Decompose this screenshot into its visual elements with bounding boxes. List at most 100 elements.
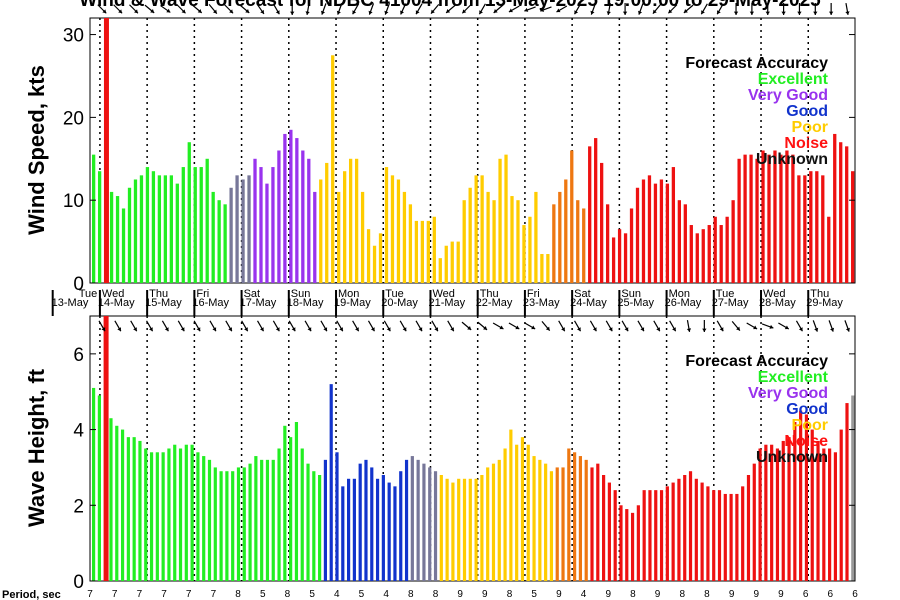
day-of-week-label: Tue — [716, 288, 735, 300]
direction-arrow-icon — [160, 5, 171, 13]
direction-arrow-icon — [795, 320, 803, 332]
data-bar — [497, 459, 501, 581]
direction-arrow-icon — [321, 3, 327, 15]
data-bar — [503, 448, 507, 581]
data-bar — [420, 220, 424, 283]
data-bar — [335, 452, 339, 581]
direction-arrow-icon — [208, 4, 218, 14]
data-bar — [396, 179, 401, 283]
data-bar — [504, 154, 508, 283]
period-value: 9 — [655, 589, 661, 600]
day-of-week-label: Mon — [669, 288, 690, 300]
direction-arrow-icon — [746, 322, 758, 330]
data-bar — [741, 486, 745, 581]
data-bar — [313, 191, 317, 283]
period-value: 8 — [285, 589, 291, 600]
legend-item: Very Good — [748, 87, 828, 104]
direction-arrow-icon — [829, 3, 834, 15]
direction-arrow-icon — [686, 319, 692, 333]
data-bar — [695, 233, 699, 283]
data-bar — [193, 167, 197, 283]
direction-arrow-icon — [352, 320, 360, 332]
date-label: 21-May — [428, 297, 465, 309]
data-bar — [219, 471, 223, 581]
period-value: 5 — [260, 589, 266, 600]
data-bar — [163, 175, 168, 283]
wind-bars — [92, 18, 855, 283]
period-value: 9 — [556, 589, 562, 600]
data-bar — [827, 216, 831, 283]
direction-arrow-icon — [352, 3, 360, 15]
direction-arrow-icon — [209, 320, 217, 332]
data-bar — [173, 444, 177, 581]
legend-item: Noise — [784, 135, 828, 152]
data-bar — [839, 429, 843, 581]
data-bar — [688, 471, 693, 581]
legend-item: Good — [786, 103, 828, 120]
period-label: Period, sec — [2, 589, 61, 600]
data-bar — [289, 129, 293, 283]
direction-arrow-icon — [113, 4, 123, 14]
data-bar — [151, 171, 156, 283]
direction-arrow-icon — [114, 320, 122, 332]
data-bar — [683, 475, 687, 581]
data-bar — [387, 482, 391, 581]
data-bar — [510, 196, 514, 283]
wave-height-panel: 0 2 4 6 Wave Height, ft Forecast AccuracyEx… — [24, 315, 856, 593]
data-bar — [851, 171, 855, 283]
data-bar — [573, 452, 577, 581]
data-bar — [677, 200, 681, 283]
date-label: 23-May — [523, 297, 560, 309]
data-bar — [301, 150, 305, 283]
data-bar — [706, 486, 710, 581]
direction-arrow-icon — [652, 4, 662, 14]
data-bar — [700, 482, 704, 581]
direction-arrow-icon — [812, 320, 819, 332]
wind-y-ticks: 0 10 20 30 — [63, 26, 855, 295]
date-label: 13-May — [52, 297, 89, 309]
direction-arrow-icon — [130, 320, 138, 332]
data-bar — [231, 471, 235, 581]
data-bar — [283, 133, 287, 283]
direction-arrow-icon — [225, 320, 233, 332]
direction-arrow-icon — [239, 4, 250, 14]
data-bar — [515, 444, 519, 581]
data-bar — [145, 167, 150, 283]
day-of-week-label: Fri — [527, 288, 540, 300]
data-bar — [758, 448, 762, 581]
direction-arrow-icon — [590, 3, 596, 15]
direction-arrow-icon — [415, 3, 423, 15]
y-tick-label: 0 — [73, 274, 84, 295]
data-bar — [196, 452, 200, 581]
data-bar — [92, 154, 96, 283]
direction-arrow-icon — [778, 322, 790, 330]
y-tick-label: 2 — [73, 496, 84, 517]
data-bar — [671, 482, 675, 581]
data-bar — [205, 158, 209, 283]
data-bar — [492, 200, 496, 283]
day-of-week-label: Mon — [338, 288, 359, 300]
date-label: 28-May — [759, 297, 796, 309]
data-bar — [803, 175, 807, 283]
data-bar — [594, 138, 598, 283]
data-bar — [491, 463, 496, 581]
data-bar — [375, 478, 380, 581]
data-bar — [552, 204, 556, 283]
data-bar — [785, 150, 789, 283]
direction-arrow-icon — [256, 3, 265, 15]
data-bar — [457, 478, 461, 581]
direction-arrow-icon — [733, 3, 739, 15]
data-bar — [498, 158, 502, 283]
data-bar — [133, 179, 138, 283]
data-bar — [833, 452, 838, 581]
direction-arrow-icon — [539, 6, 552, 12]
data-bar — [390, 175, 395, 283]
data-bar — [821, 175, 825, 283]
legend-item: Noise — [784, 433, 828, 450]
data-bar — [723, 493, 727, 581]
direction-arrow-icon — [193, 320, 201, 332]
data-bar — [534, 191, 538, 283]
y-tick-label: 0 — [73, 572, 84, 593]
data-bar — [115, 425, 119, 581]
date-label: 14-May — [98, 297, 135, 309]
